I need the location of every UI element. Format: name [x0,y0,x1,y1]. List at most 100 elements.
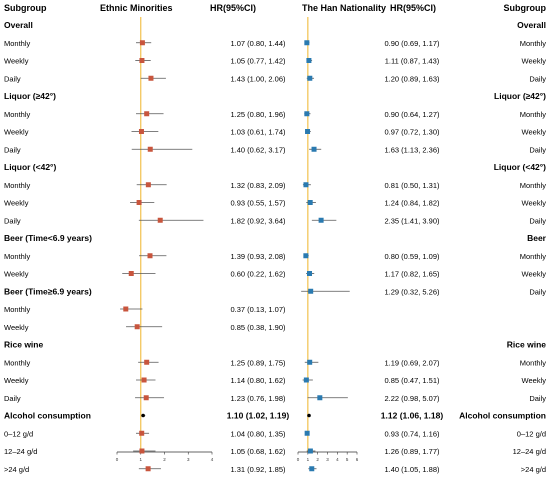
left-row-label: Weekly [4,323,29,332]
right-row-label: Daily [529,287,546,296]
right-hr-marker [303,253,309,259]
left-group-label: Rice wine [4,340,43,350]
right-x-tick-label: 0 [297,457,300,462]
right-row-label: Weekly [522,270,547,279]
right-overall-marker [307,413,311,418]
hr-header-left: HR(95%CI) [210,3,256,13]
left-row-label: Daily [4,145,21,154]
right-group-label: Beer [527,233,547,243]
left-row-label: Daily [4,74,21,83]
left-hr-value: 1.03 (0.61, 1.74) [230,128,286,137]
right-x-tick-label: 4 [336,457,339,462]
left-x-tick-label: 0 [116,457,119,462]
right-row-label: Weekly [522,376,547,385]
right-hr-value: 1.24 (0.84, 1.82) [384,199,440,208]
left-row-label: Weekly [4,199,29,208]
han-nationality-header: The Han Nationality [302,3,386,13]
left-hr-marker [139,430,145,436]
right-hr-marker [317,395,323,401]
right-hr-marker [307,75,313,81]
right-hr-marker [305,129,311,134]
right-hr-marker [307,448,313,454]
left-row-label: Daily [4,394,21,403]
subgroup-header-right: Subgroup [504,3,547,13]
left-hr-marker [138,129,144,134]
right-row-label: Daily [529,394,546,403]
left-row-label: >24 g/d [4,465,29,474]
left-hr-marker [147,146,153,152]
left-hr-value: 1.39 (0.93, 2.08) [230,252,286,261]
left-hr-value: 0.93 (0.55, 1.57) [230,199,286,208]
right-row-label: Weekly [522,199,547,208]
left-group-label: Beer (Time≥6.9 years) [4,286,92,296]
left-row-label: Daily [4,216,21,225]
right-hr-value: 1.26 (0.89, 1.77) [384,447,440,456]
right-hr-value: 0.85 (0.47, 1.51) [384,376,440,385]
right-hr-value: 1.40 (1.05, 1.88) [384,465,440,474]
right-hr-marker [304,430,310,436]
left-x-tick-label: 2 [163,457,166,462]
left-row-label: Monthly [4,181,31,190]
subgroup-header-left: Subgroup [4,3,47,13]
right-hr-value: 0.90 (0.64, 1.27) [384,110,440,119]
right-hr-marker [307,271,313,276]
left-hr-value: 1.82 (0.92, 3.64) [230,216,286,225]
left-hr-marker [145,466,151,472]
left-hr-marker [157,217,163,223]
left-hr-value: 1.04 (0.80, 1.35) [230,429,286,438]
right-hr-marker [307,359,313,365]
right-x-tick-label: 3 [326,457,329,462]
right-hr-value: 1.12 (1.06, 1.18) [381,411,444,421]
right-x-tick-label: 6 [356,457,359,462]
left-hr-value: 0.85 (0.38, 1.90) [230,323,286,332]
right-group-label: Liquor (<42°) [494,162,546,172]
right-hr-marker [304,40,310,46]
right-hr-value: 1.17 (0.82, 1.65) [384,270,440,279]
left-row-label: Weekly [4,270,29,279]
left-hr-value: 1.14 (0.80, 1.62) [230,376,286,385]
left-row-label: Monthly [4,305,31,314]
left-x-tick-label: 3 [187,457,190,462]
left-group-label: Alcohol consumption [4,411,91,421]
right-row-label: Daily [529,74,546,83]
left-hr-marker [128,271,134,276]
right-hr-marker [308,288,314,294]
right-row-label: Monthly [520,252,547,261]
left-hr-value: 1.32 (0.83, 2.09) [230,181,286,190]
han-nationality-panel: 0 1 2 3 4 5 6 Overall Monthly 0.90 (0.69, 1.17) We… [297,17,547,474]
right-hr-value: 0.80 (0.59, 1.09) [384,252,440,261]
left-hr-value: 1.25 (0.89, 1.75) [230,358,286,367]
left-hr-value: 1.05 (0.77, 1.42) [230,57,286,66]
left-group-label: Beer (Time<6.9 years) [4,233,92,243]
ethnic-minorities-panel: 0 1 2 3 4 Overall Monthly 1.07 (0.80, 1.44) Week… [4,17,289,474]
left-row-label: Monthly [4,252,31,261]
right-x-tick-label: 2 [316,457,319,462]
left-row-label: Monthly [4,110,31,119]
right-hr-value: 1.29 (0.32, 5.26) [384,287,440,296]
left-hr-marker [143,395,149,401]
left-row-label: Monthly [4,358,31,367]
right-hr-value: 1.63 (1.13, 2.36) [384,145,440,154]
right-x-tick-label: 1 [307,457,310,462]
right-row-label: 0–12 g/d [517,429,546,438]
right-row-label: Monthly [520,181,547,190]
right-row-label: Monthly [520,110,547,119]
left-hr-marker [134,324,140,330]
right-group-label: Alcohol consumption [459,411,546,421]
left-overall-marker [141,413,145,418]
left-hr-marker [144,359,150,365]
left-hr-marker [139,448,145,454]
right-row-label: 12–24 g/d [513,447,546,456]
left-hr-value: 1.25 (0.80, 1.96) [230,110,286,119]
left-row-label: Weekly [4,57,29,66]
left-hr-marker [139,40,145,46]
left-hr-marker [141,377,147,383]
left-hr-value: 1.23 (0.76, 1.98) [230,394,286,403]
right-hr-value: 1.11 (0.87, 1.43) [385,57,440,66]
right-x-tick-label: 5 [346,457,349,462]
left-row-label: 0–12 g/d [4,429,33,438]
right-row-label: Weekly [522,128,547,137]
right-group-label: Rice wine [507,340,546,350]
right-row-label: Monthly [520,39,547,48]
left-hr-marker [139,58,145,63]
